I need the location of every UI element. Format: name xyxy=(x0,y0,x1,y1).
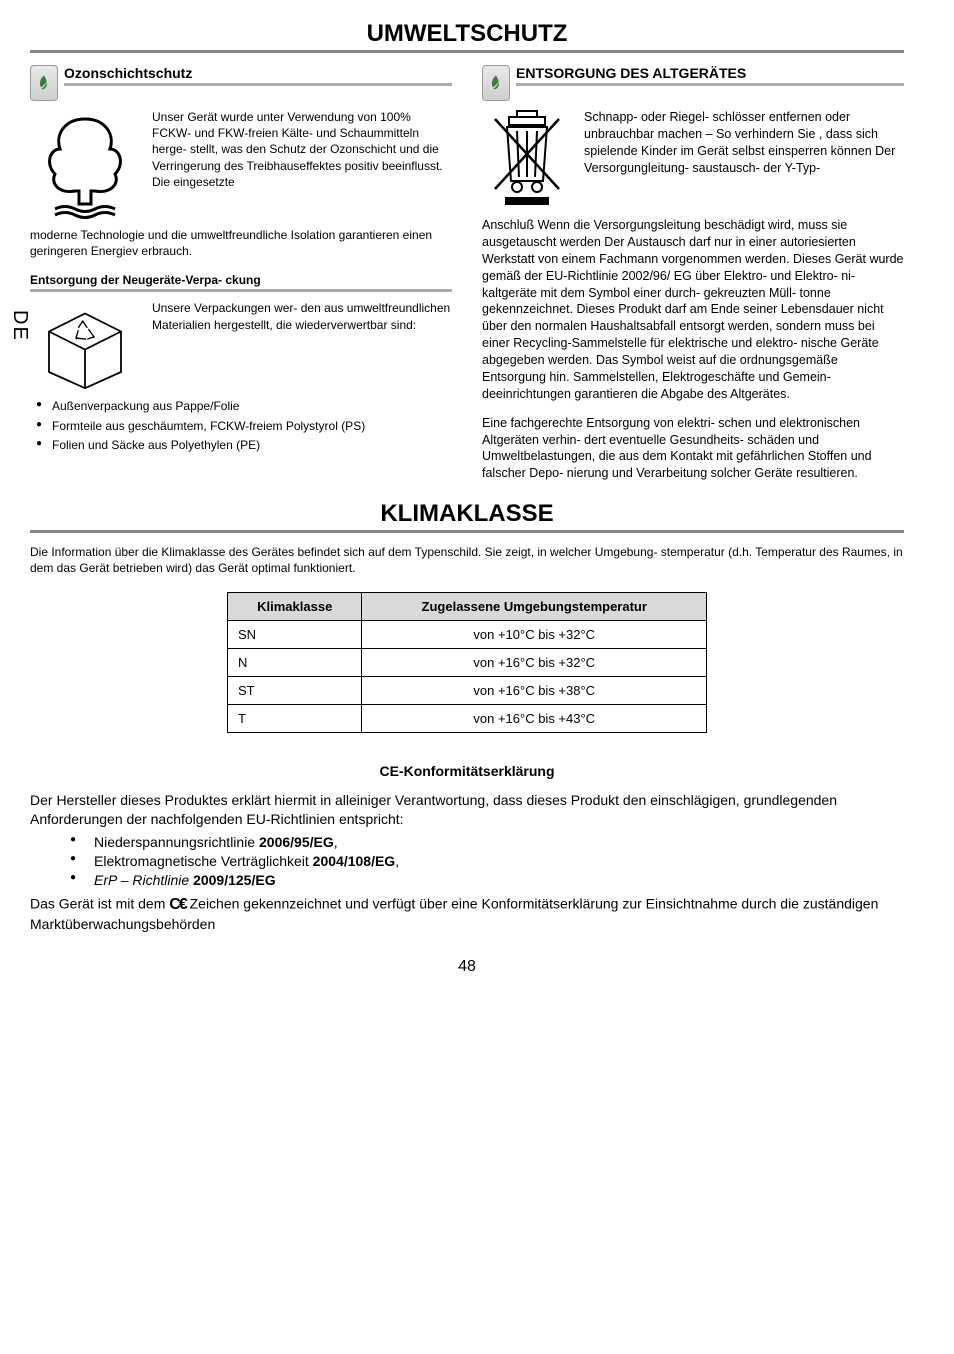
ce-closing: Das Gerät ist mit dem C€ Zeichen gekennz… xyxy=(30,894,904,934)
right-column: ENTSORGUNG DES ALTGERÄTES Schn xyxy=(482,65,904,482)
table-row: SN von +10°C bis +32°C xyxy=(228,621,707,649)
klimaklasse-intro: Die Information über die Klimaklasse des… xyxy=(30,545,904,576)
table-cell: ST xyxy=(228,677,362,705)
bullet-item: Folien und Säcke aus Polyethylen (PE) xyxy=(30,437,452,453)
ce-list: Niederspannungsrichtlinie 2006/95/EG, El… xyxy=(70,833,904,890)
ozone-text-1: Unser Gerät wurde unter Verwendung von 1… xyxy=(152,109,452,219)
recycle-box-icon xyxy=(30,300,140,390)
disposal-text-1b: Anschluß Wenn die Versorgungsleitung bes… xyxy=(482,217,904,403)
leaf-icon xyxy=(30,65,58,101)
table-row: T von +16°C bis +43°C xyxy=(228,705,707,733)
table-row: ST von +16°C bis +38°C xyxy=(228,677,707,705)
two-column-layout: Ozonschichtschutz Unser Gerät wurde unte… xyxy=(30,65,904,482)
ce-intro: Der Hersteller dieses Produktes erklärt … xyxy=(30,791,904,829)
ce-list-item: ErP – Richtlinie 2009/125/EG xyxy=(70,871,904,890)
packaging-heading: Entsorgung der Neugeräte-Verpa- ckung xyxy=(30,273,452,292)
table-head-klimaklasse: Klimaklasse xyxy=(228,593,362,621)
ozone-heading: Ozonschichtschutz xyxy=(64,65,452,86)
section-klimaklasse-title: KLIMAKLASSE xyxy=(30,500,904,533)
table-cell: von +16°C bis +32°C xyxy=(362,649,707,677)
table-cell: T xyxy=(228,705,362,733)
table-cell: von +16°C bis +38°C xyxy=(362,677,707,705)
tree-icon xyxy=(30,109,140,219)
packaging-bullets: Außenverpackung aus Pappe/Folie Formteil… xyxy=(30,398,452,453)
disposal-heading: ENTSORGUNG DES ALTGERÄTES xyxy=(516,65,904,86)
disposal-text-1: Schnapp- oder Riegel- schlösser entferne… xyxy=(584,109,904,209)
language-tab: DE xyxy=(8,310,31,342)
page-number: 48 xyxy=(30,958,904,976)
bullet-item: Formteile aus geschäumtem, FCKW-freiem P… xyxy=(30,418,452,434)
disposal-text-2: Eine fachgerechte Entsorgung von elektri… xyxy=(482,415,904,483)
packaging-text: Unsere Verpackungen wer- den aus umweltf… xyxy=(152,300,452,390)
table-cell: N xyxy=(228,649,362,677)
table-cell: von +16°C bis +43°C xyxy=(362,705,707,733)
ce-mark-icon: C€ xyxy=(169,894,185,916)
bullet-item: Außenverpackung aus Pappe/Folie xyxy=(30,398,452,414)
ce-title: CE-Konformitätserklärung xyxy=(30,763,904,779)
leaf-icon xyxy=(482,65,510,101)
section-umweltschutz-title: UMWELTSCHUTZ xyxy=(30,20,904,53)
left-column: Ozonschichtschutz Unser Gerät wurde unte… xyxy=(30,65,452,482)
table-cell: von +10°C bis +32°C xyxy=(362,621,707,649)
klimaklasse-table: Klimaklasse Zugelassene Umgebungstempera… xyxy=(227,592,707,733)
ce-list-item: Elektromagnetische Verträglichkeit 2004/… xyxy=(70,852,904,871)
ozone-text-2: moderne Technologie und die umweltfreund… xyxy=(30,227,452,259)
table-row: N von +16°C bis +32°C xyxy=(228,649,707,677)
table-head-temperatur: Zugelassene Umgebungstemperatur xyxy=(362,593,707,621)
weee-bin-icon xyxy=(482,109,572,209)
ce-list-item: Niederspannungsrichtlinie 2006/95/EG, xyxy=(70,833,904,852)
table-cell: SN xyxy=(228,621,362,649)
